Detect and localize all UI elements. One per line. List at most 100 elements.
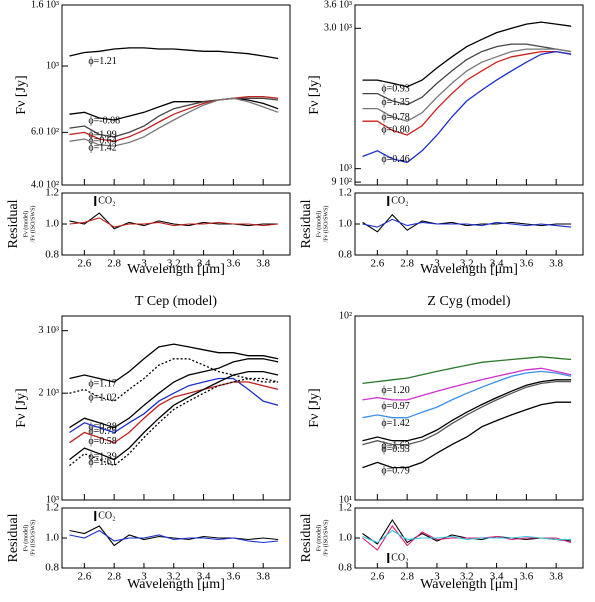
y-tick-label: 6.0 10²	[31, 127, 59, 138]
residual-sublabel: /Fν (ISO/SWS)	[322, 520, 329, 557]
y-tick-label: 10³	[339, 163, 352, 174]
y-tick-label: 9 10²	[332, 176, 353, 187]
series-label: ϕ=0.97	[381, 401, 409, 412]
data-line	[69, 381, 279, 444]
x-axis-label: Wavelength [μm]	[127, 262, 225, 277]
series-label: ϕ=1.20	[381, 385, 409, 396]
x-tick-label: 3.2	[167, 571, 181, 583]
co2-annotation: CO₂	[98, 510, 115, 521]
y-tick-label: 0.8	[338, 249, 352, 261]
series-label: ϕ=0.58	[88, 436, 116, 447]
x-tick-label: 2.8	[107, 571, 121, 583]
x-axis-label: Wavelength [μm]	[127, 577, 225, 592]
data-line	[362, 356, 572, 385]
y-tick-label: 10³	[46, 494, 59, 505]
x-tick-label: 3	[141, 571, 147, 583]
co2-annotation: CO₂	[391, 552, 408, 563]
series-label: ϕ=1.61	[88, 457, 116, 468]
x-tick-label: 3.8	[549, 571, 563, 583]
x-tick-label: 3.6	[226, 571, 240, 583]
residual-line	[69, 217, 279, 228]
x-tick-label: 2.8	[400, 258, 414, 270]
series-label: ϕ=0.55	[381, 444, 409, 455]
series-label: ϕ=0.64	[88, 136, 116, 147]
residual-line	[69, 525, 279, 547]
series-label: ϕ=-0.08	[88, 116, 120, 127]
data-line	[362, 380, 572, 446]
residual-sublabel: /Fν (ISO/SWS)	[29, 520, 36, 557]
series-label: ϕ=0.79	[88, 426, 116, 437]
x-tick-label: 2.6	[370, 571, 384, 583]
series-label: ϕ=1.35	[381, 97, 409, 108]
data-line	[69, 97, 279, 147]
x-tick-label: 2.8	[107, 258, 121, 270]
x-tick-label: 3	[434, 258, 440, 270]
data-line	[69, 358, 279, 429]
residual-label: Residual	[6, 199, 21, 248]
residual-line	[362, 529, 572, 544]
x-tick-label: 3.4	[197, 571, 211, 583]
y-tick-label: 2 10³	[39, 387, 60, 398]
axes-frame	[354, 4, 584, 186]
x-tick-label: 3.2	[167, 258, 181, 270]
x-axis-label: Wavelength [μm]	[420, 577, 518, 592]
series-label: ϕ=1.63	[381, 440, 409, 451]
y-tick-label: 1.2	[45, 502, 59, 514]
series-label: ϕ=0.93	[381, 83, 409, 94]
data-line	[69, 377, 279, 467]
y-axis-label: Fν [Jy]	[307, 75, 322, 114]
series-label: ϕ=1.02	[88, 393, 116, 404]
data-line	[362, 379, 572, 442]
x-tick-label: 3.4	[197, 258, 211, 270]
axes-frame	[61, 315, 291, 501]
residual-label: Residual	[299, 513, 314, 562]
x-tick-label: 2.6	[370, 258, 384, 270]
x-tick-label: 3.2	[460, 258, 474, 270]
residual-sublabel: Fν (model)	[315, 525, 322, 552]
axes-frame	[61, 4, 291, 186]
y-tick-label: 3.0 10³	[324, 23, 352, 34]
residual-sublabel: Fν (model)	[22, 211, 29, 238]
x-tick-label: 3.6	[226, 258, 240, 270]
data-line	[362, 48, 572, 122]
y-tick-label: 1.2	[338, 502, 352, 514]
series-label: ϕ=1.99	[88, 129, 116, 140]
data-line	[362, 43, 572, 106]
series-label: ϕ=1.17	[88, 378, 116, 389]
x-tick-label: 3.6	[519, 258, 533, 270]
series-label: ϕ=0.80	[381, 124, 409, 135]
series-label: ϕ=1.39	[88, 451, 116, 462]
data-line	[69, 370, 279, 461]
y-tick-label: 1.2	[45, 187, 59, 199]
data-line	[69, 95, 279, 142]
x-tick-label: 3.2	[460, 571, 474, 583]
residual-sublabel: /Fν (ISO/SWS)	[29, 206, 36, 243]
residual-line	[362, 213, 572, 233]
data-line	[362, 50, 572, 136]
y-tick-label: 1.0	[338, 218, 352, 230]
data-line	[69, 358, 279, 402]
x-tick-label: 3.4	[490, 571, 504, 583]
y-tick-label: 1.0	[45, 218, 59, 230]
series-label: ϕ=1.21	[88, 56, 116, 67]
y-tick-label: 10²	[339, 310, 352, 321]
y-tick-label: 1.6 10³	[31, 0, 59, 10]
residual-line	[362, 218, 572, 228]
series-label: ϕ=1.42	[381, 418, 409, 429]
data-line	[69, 377, 279, 434]
y-tick-label: 0.8	[45, 249, 59, 261]
data-line	[362, 367, 572, 401]
y-tick-label: 3.6 10³	[324, 0, 352, 10]
y-axis-label: Fν [Jy]	[14, 75, 29, 114]
residual-label: Residual	[299, 199, 314, 248]
y-axis-label: Fν [Jy]	[307, 388, 322, 427]
x-tick-label: 2.6	[77, 571, 91, 583]
y-tick-label: 10¹	[339, 494, 352, 505]
x-tick-label: 3	[434, 571, 440, 583]
data-line	[362, 401, 572, 469]
residual-sublabel: Fν (model)	[22, 525, 29, 552]
axes-frame	[354, 315, 584, 501]
x-tick-label: 2.8	[400, 571, 414, 583]
y-tick-label: 3 10³	[39, 325, 60, 336]
data-line	[362, 21, 572, 88]
